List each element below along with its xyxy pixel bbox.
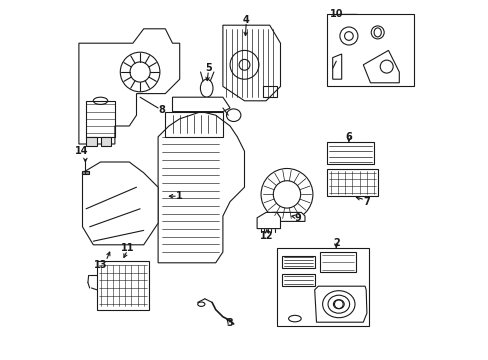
Bar bbox=[97, 261, 149, 310]
Bar bbox=[81, 171, 89, 174]
Bar bbox=[326, 142, 373, 164]
Text: 5: 5 bbox=[204, 63, 211, 73]
Text: 9: 9 bbox=[294, 213, 301, 223]
Polygon shape bbox=[332, 54, 341, 79]
Polygon shape bbox=[82, 162, 158, 245]
Text: 14: 14 bbox=[75, 146, 88, 156]
Polygon shape bbox=[172, 97, 230, 112]
Text: 13: 13 bbox=[94, 260, 107, 270]
Bar bbox=[101, 137, 111, 146]
Bar bbox=[86, 101, 115, 137]
Bar bbox=[165, 112, 223, 137]
Polygon shape bbox=[282, 256, 314, 268]
Polygon shape bbox=[257, 212, 280, 229]
Polygon shape bbox=[326, 169, 377, 196]
Text: 7: 7 bbox=[363, 197, 369, 207]
Text: 4: 4 bbox=[243, 15, 249, 25]
Text: 1: 1 bbox=[176, 191, 183, 201]
Text: 10: 10 bbox=[329, 9, 343, 19]
Bar bbox=[326, 14, 413, 86]
Polygon shape bbox=[363, 50, 399, 83]
Polygon shape bbox=[314, 286, 366, 322]
Polygon shape bbox=[223, 25, 280, 101]
Bar bbox=[262, 86, 276, 97]
Text: 6: 6 bbox=[345, 132, 351, 142]
Polygon shape bbox=[158, 112, 244, 263]
Bar bbox=[276, 248, 368, 326]
Polygon shape bbox=[268, 212, 305, 221]
Text: 2: 2 bbox=[332, 238, 339, 248]
Bar bbox=[86, 137, 97, 146]
Polygon shape bbox=[282, 274, 314, 286]
Text: 3: 3 bbox=[225, 318, 232, 328]
Text: 8: 8 bbox=[158, 105, 165, 115]
Bar bbox=[320, 252, 355, 272]
Text: 12: 12 bbox=[260, 231, 273, 241]
Text: 11: 11 bbox=[121, 243, 134, 253]
Polygon shape bbox=[79, 29, 179, 144]
